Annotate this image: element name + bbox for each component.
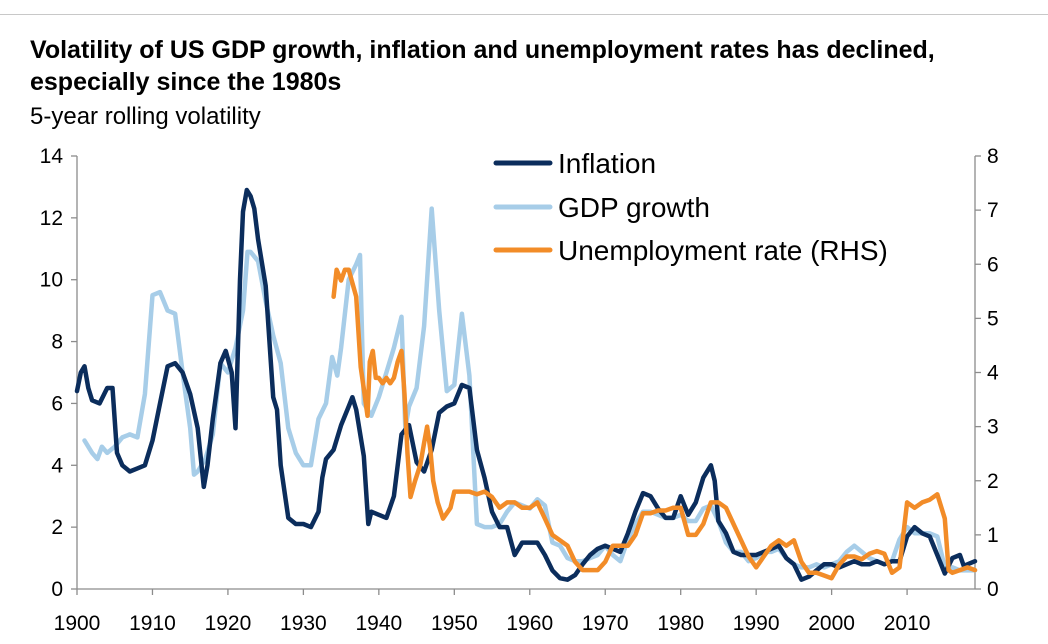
series-line-gdp-growth [82,206,978,573]
right-y-tick-label: 0 [987,578,999,601]
left-y-tick-label: 6 [51,392,63,415]
left-y-tick-label: 4 [51,454,63,477]
right-y-tick-label: 1 [987,524,999,547]
legend: Inflation GDP growth Unemployment rate (RH… [493,148,888,266]
chart-title: Volatility of US GDP growth, inflation a… [30,36,935,96]
x-tick-label: 1930 [280,612,327,635]
x-tick-label: 1910 [129,612,176,635]
series-group [74,187,978,582]
x-tick-label: 2000 [808,612,855,635]
right-y-tick-label: 8 [987,145,999,168]
left-y-tick-label: 14 [40,145,64,168]
left-y-tick-label: 8 [51,331,63,354]
legend-label: GDP growth [558,192,710,223]
right-y-tick-label: 4 [987,362,999,385]
x-tick-label: 1960 [506,612,553,635]
x-tick-label: 1980 [657,612,704,635]
legend-label: Unemployment rate (RHS) [558,235,888,266]
right-y-tick-label: 7 [987,199,999,222]
left-y-tick-label: 12 [40,207,63,230]
x-tick-label: 1920 [205,612,252,635]
x-tick-label: 1990 [733,612,780,635]
x-tick-label: 1970 [582,612,629,635]
left-y-tick-label: 2 [51,516,63,539]
left-y-tick-label: 0 [51,578,63,601]
right-y-tick-label: 2 [987,470,999,493]
right-y-tick-label: 5 [987,307,999,330]
x-tick-label: 1950 [431,612,478,635]
legend-label: Inflation [558,148,656,179]
chart-subtitle: 5-year rolling volatility [30,103,261,130]
x-tick-label: 2010 [884,612,931,635]
right-y-tick-label: 3 [987,416,999,439]
x-tick-label: 1900 [54,612,101,635]
left-y-tick-label: 10 [40,269,63,292]
right-y-tick-label: 6 [987,253,999,276]
series-line-unemployment-rate-rhs [331,267,978,581]
x-tick-label: 1940 [355,612,402,635]
top-rule [0,14,1048,15]
